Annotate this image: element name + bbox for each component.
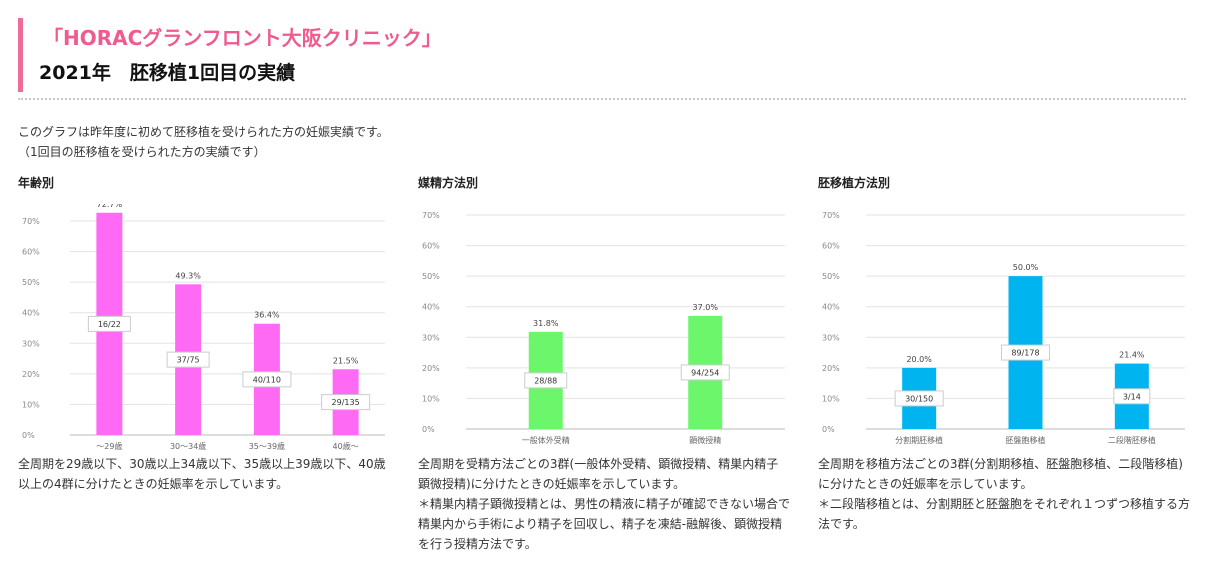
count-label-box <box>166 351 210 368</box>
bar-value-label: 21.4% <box>1119 351 1145 360</box>
count-label-box <box>1001 344 1050 361</box>
desc-note: ＊二段階移植とは、分割期胚と胚盤胞をそれぞれ１つずつ移植する方法です。 <box>818 497 1191 531</box>
x-category-label: 顕微授精 <box>689 435 721 445</box>
x-category-label: 30～34歳 <box>170 441 206 451</box>
count-label-box <box>894 390 944 407</box>
x-category-label: 分割期胚移植 <box>895 435 943 445</box>
section-desc-insemination: 全周期を受精方法ごとの3群(一般体外受精、顕微授精、精巣内精子顕微授精)に分けた… <box>418 454 790 554</box>
y-tick-label: 50% <box>422 272 440 281</box>
insemination-chart: 0% 10% 20% 30% 40% 50% 60% 70% 31.8% 一般体外受精 28/88 3… <box>422 211 785 445</box>
y-tick-label: 60% <box>822 242 840 251</box>
y-tick-label: 70% <box>22 217 40 226</box>
y-tick-label: 10% <box>22 400 40 409</box>
clinic-name: 「HORACグランフロント大阪クリニック」 <box>43 26 442 50</box>
intro-line-1: このグラフは昨年度に初めて胚移植を受けられた方の妊娠実績です。 <box>18 125 389 139</box>
count-label-box <box>680 364 730 381</box>
y-tick-label: 40% <box>822 303 840 312</box>
bar-value-label: 50.0% <box>1013 263 1039 272</box>
page-title: 2021年 胚移植1回目の実績 <box>39 62 296 84</box>
count-label: 40/110 <box>253 375 281 384</box>
section-desc-age: 全周期を29歳以下、30歳以上34歳以下、35歳以上39歳以下、40歳以上の4群… <box>18 454 390 494</box>
section-transfer: 胚移植方法別 0% 10% 20% 30% 40% 50% 60% 70% 20.0% 分割期胚移… <box>818 172 1193 531</box>
count-label: 16/22 <box>98 320 121 329</box>
bar-value-label: 31.8% <box>533 319 559 328</box>
page-header: 「HORACグランフロント大阪クリニック」 2021年 胚移植1回目の実績 <box>18 18 1191 92</box>
transfer-chart: 0% 10% 20% 30% 40% 50% 60% 70% 20.0% 分割期胚移植 30/150… <box>822 211 1185 445</box>
desc-paragraph: 全周期を移植方法ごとの3群(分割期移植、胚盤胞移植、二段階移植)に分けたときの妊… <box>818 457 1183 491</box>
count-label-box <box>242 371 292 388</box>
desc-paragraph: 全周期を受精方法ごとの3群(一般体外受精、顕微授精、精巣内精子顕微授精)に分けた… <box>418 457 779 491</box>
section-title-transfer: 胚移植方法別 <box>818 176 891 190</box>
dotted-divider <box>18 98 1186 100</box>
x-category-label: 40歳～ <box>333 441 359 451</box>
y-tick-label: 60% <box>422 242 440 251</box>
x-category-label: 一般体外受精 <box>522 435 570 445</box>
age-chart: 0% 10% 20% 30% 40% 50% 60% 70% 72.7% ～29歳 16/22 49.… <box>22 204 385 451</box>
intro-text: このグラフは昨年度に初めて胚移植を受けられた方の妊娠実績です。 （1回目の胚移植… <box>18 122 389 162</box>
y-tick-label: 60% <box>22 248 40 257</box>
count-label: 29/135 <box>332 398 360 407</box>
bar-value-label: 49.3% <box>175 271 201 280</box>
x-category-label: 胚盤胞移植 <box>1006 435 1046 445</box>
bar-value-label: 21.5% <box>333 356 359 365</box>
y-tick-label: 30% <box>22 339 40 348</box>
count-label: 89/178 <box>1011 349 1039 358</box>
y-tick-label: 20% <box>422 364 440 373</box>
y-tick-label: 0% <box>822 425 835 434</box>
bar-value-label: 20.0% <box>906 355 932 364</box>
intro-line-2: （1回目の胚移植を受けられた方の実績です） <box>18 145 266 159</box>
desc-note: ＊精巣内精子顕微授精とは、男性の精液に精子が確認できない場合で精巣内から手術によ… <box>418 497 791 551</box>
x-category-label: ～29歳 <box>96 441 122 451</box>
section-desc-transfer: 全周期を移植方法ごとの3群(分割期移植、胚盤胞移植、二段階移植)に分けたときの妊… <box>818 454 1190 534</box>
y-tick-label: 20% <box>22 370 40 379</box>
section-title-insemination: 媒精方法別 <box>418 176 479 190</box>
y-tick-label: 40% <box>422 303 440 312</box>
section-insemination: 媒精方法別 0% 10% 20% 30% 40% 50% 60% 70% 31.8% 一般体外受精… <box>418 172 793 551</box>
y-tick-label: 50% <box>22 278 40 287</box>
y-tick-label: 0% <box>22 431 35 440</box>
count-label-box <box>524 372 568 389</box>
y-tick-label: 50% <box>822 272 840 281</box>
section-age: 年齢別 0% 10% 20% 30% 40% 50% 60% 70% 72.7% ～29歳 16/2… <box>18 172 393 491</box>
y-tick-label: 40% <box>22 309 40 318</box>
bar-value-label: 37.0% <box>693 303 719 312</box>
desc-paragraph: 全周期を29歳以下、30歳以上34歳以下、35歳以上39歳以下、40歳以上の4群… <box>18 457 386 491</box>
y-tick-label: 30% <box>422 333 440 342</box>
y-tick-label: 70% <box>422 211 440 220</box>
count-label-box <box>87 315 131 332</box>
y-tick-label: 20% <box>822 364 840 373</box>
count-label-box <box>321 394 371 411</box>
y-tick-label: 10% <box>822 394 840 403</box>
x-category-label: 35～39歳 <box>249 441 285 451</box>
bar-value-label: 72.7% <box>97 204 123 209</box>
y-tick-label: 10% <box>422 394 440 403</box>
section-title-age: 年齢別 <box>18 176 55 190</box>
count-label: 3/14 <box>1123 392 1141 401</box>
y-tick-label: 70% <box>822 211 840 220</box>
count-label: 37/75 <box>177 356 200 365</box>
x-category-label: 二段階胚移植 <box>1108 435 1156 445</box>
count-label: 30/150 <box>905 394 933 403</box>
count-label-box <box>1113 388 1151 405</box>
count-label: 28/88 <box>534 376 557 385</box>
y-tick-label: 0% <box>422 425 435 434</box>
count-label: 94/254 <box>691 368 719 377</box>
y-tick-label: 30% <box>822 333 840 342</box>
bar-value-label: 36.4% <box>254 311 280 320</box>
